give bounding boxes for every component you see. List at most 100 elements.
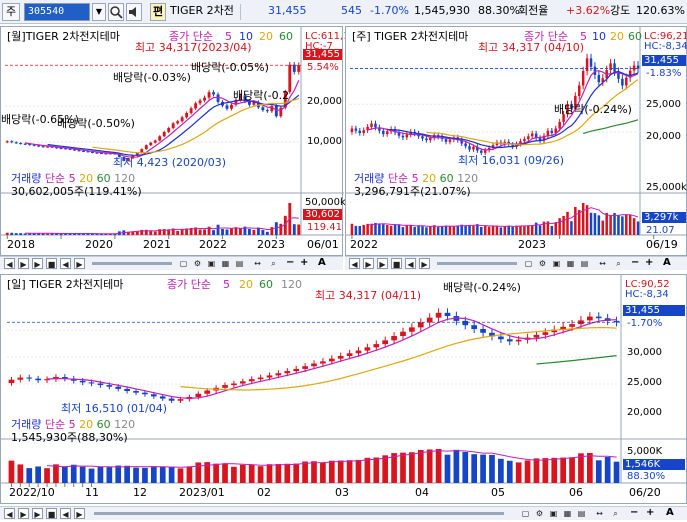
nav-a-icon[interactable]: A [318,257,326,268]
daily-chart[interactable] [1,275,687,505]
nav-plus-icon[interactable]: + [300,257,309,268]
weekly-tick-25000: 25,000 [646,99,681,110]
candle-body [239,95,242,100]
candle-body [17,377,24,380]
nav-rewind-icon[interactable]: ◀ [60,508,71,519]
nav-layout-icon[interactable]: ▤ [235,259,244,268]
candle-body [122,156,126,161]
nav-prev-icon[interactable]: ▶ [363,258,374,269]
nav-grid-icon[interactable]: ▦ [221,259,230,268]
nav-layout-icon[interactable]: ▤ [580,259,589,268]
nav-forward-icon[interactable]: ▶ [74,508,85,519]
nav-zoom-rect-icon[interactable]: ▢ [521,509,530,518]
dropdown-arrow-icon[interactable]: ▼ [92,3,106,21]
volume-bar [320,462,326,483]
nav-grid-icon[interactable]: ▦ [566,259,575,268]
nav-play-icon[interactable]: ▶ [377,258,388,269]
candle-body [498,336,504,340]
nav-grid-icon[interactable]: ▦ [563,509,572,518]
nav-scroll-icon[interactable]: ↔ [599,259,606,268]
nav-copy-icon[interactable]: ▣ [207,259,216,268]
nav-prev-icon[interactable]: ▶ [18,258,29,269]
menu-button[interactable]: 주 [2,3,20,21]
daily-vol-box: 1,546K [623,459,685,470]
volume-bar [180,228,184,235]
weekly-chart[interactable] [346,27,687,257]
candle-body [176,121,180,124]
nav-play-icon[interactable]: ▶ [32,258,43,269]
candle-body [523,139,526,142]
candle-body [79,380,86,383]
volume-bar [499,227,503,235]
nav-plus-icon[interactable]: + [646,507,655,518]
volume-bar [524,460,531,483]
nav-prev-icon[interactable]: ▶ [18,508,29,519]
candle-body [135,153,139,156]
nav-first-icon[interactable]: ◀ [4,258,15,269]
volume-bar [483,225,487,235]
nav-zoom-rect-icon[interactable]: ▢ [524,259,533,268]
weekly-xlabel-0: 2022 [350,238,378,251]
daily-xlabel-8: 06 [569,486,583,499]
stock-code-input[interactable]: 305540 [24,3,90,21]
candle-body [203,97,207,101]
nav-gear-icon[interactable]: ⚙ [535,509,544,518]
ma20-line [180,326,617,391]
nav-layout-icon[interactable]: ▤ [577,509,586,518]
volume-bar [472,225,475,235]
daily-legend-5: 5 [223,278,230,291]
nav-copy-icon[interactable]: ▣ [549,509,558,518]
candle-body [534,133,538,138]
volume-bar [115,465,122,483]
volume-bar [444,454,451,483]
weekly-legend-10: 10 [592,30,606,43]
nav-scroll-icon[interactable]: ↔ [254,259,261,268]
weekly-chart-panel: [주] TIGER 2차전지테마 종가 단순 5 10 20 60 LC:96,… [345,26,687,256]
candle-body [270,105,274,112]
nav-play-icon[interactable]: ▶ [32,508,43,519]
volume-bar [346,460,353,483]
candle-body [61,377,68,379]
nav-rewind-icon[interactable]: ◀ [60,258,71,269]
nav-gear-icon[interactable]: ⚙ [193,259,202,268]
volume-bar [433,225,436,235]
nav-a-icon[interactable]: A [666,507,674,518]
nav-scroll-track[interactable] [92,262,172,265]
nav-zoom-icon[interactable]: ⌕ [613,509,618,518]
monthly-chart[interactable] [1,27,344,257]
nav-scroll-track[interactable] [437,262,517,265]
nav-first-icon[interactable]: ◀ [4,508,15,519]
volume-bar [207,226,211,235]
nav-scroll-track[interactable] [94,512,504,515]
nav-minus-icon[interactable]: − [630,507,639,518]
nav-stop-icon[interactable]: ■ [391,258,402,269]
nav-rewind-icon[interactable]: ◀ [405,258,416,269]
nav-stop-icon[interactable]: ■ [46,258,57,269]
nav-plus-icon[interactable]: + [645,257,654,268]
candle-body [149,142,153,146]
nav-minus-icon[interactable]: − [631,257,640,268]
search-icon[interactable] [108,3,124,21]
volume-bar [546,221,550,235]
nav-minus-icon[interactable]: − [286,257,295,268]
monthly-vol-legend-5: 5 [68,172,76,185]
nav-gear-icon[interactable]: ⚙ [538,259,547,268]
nav-copy-icon[interactable]: ▣ [552,259,561,268]
monthly-tick-10000: 10,000 [307,136,342,147]
weekly-legend-20: 20 [610,30,624,43]
nav-a-icon[interactable]: A [663,257,671,268]
nav-zoom-icon[interactable]: ⌕ [271,259,276,268]
nav-zoom-icon[interactable]: ⌕ [616,259,621,268]
candle-body [515,339,522,342]
volume-bar [519,225,522,235]
volume-bar [8,460,15,483]
nav-zoom-rect-icon[interactable]: ▢ [179,259,188,268]
nav-first-icon[interactable]: ◀ [349,258,360,269]
nav-scroll-icon[interactable]: ↔ [596,509,603,518]
pen-button[interactable]: 편 [150,3,166,21]
volume-bar [456,225,460,235]
nav-stop-icon[interactable]: ■ [46,508,57,519]
nav-forward-icon[interactable]: ▶ [419,258,430,269]
speaker-icon[interactable] [126,3,142,21]
nav-forward-icon[interactable]: ▶ [74,258,85,269]
